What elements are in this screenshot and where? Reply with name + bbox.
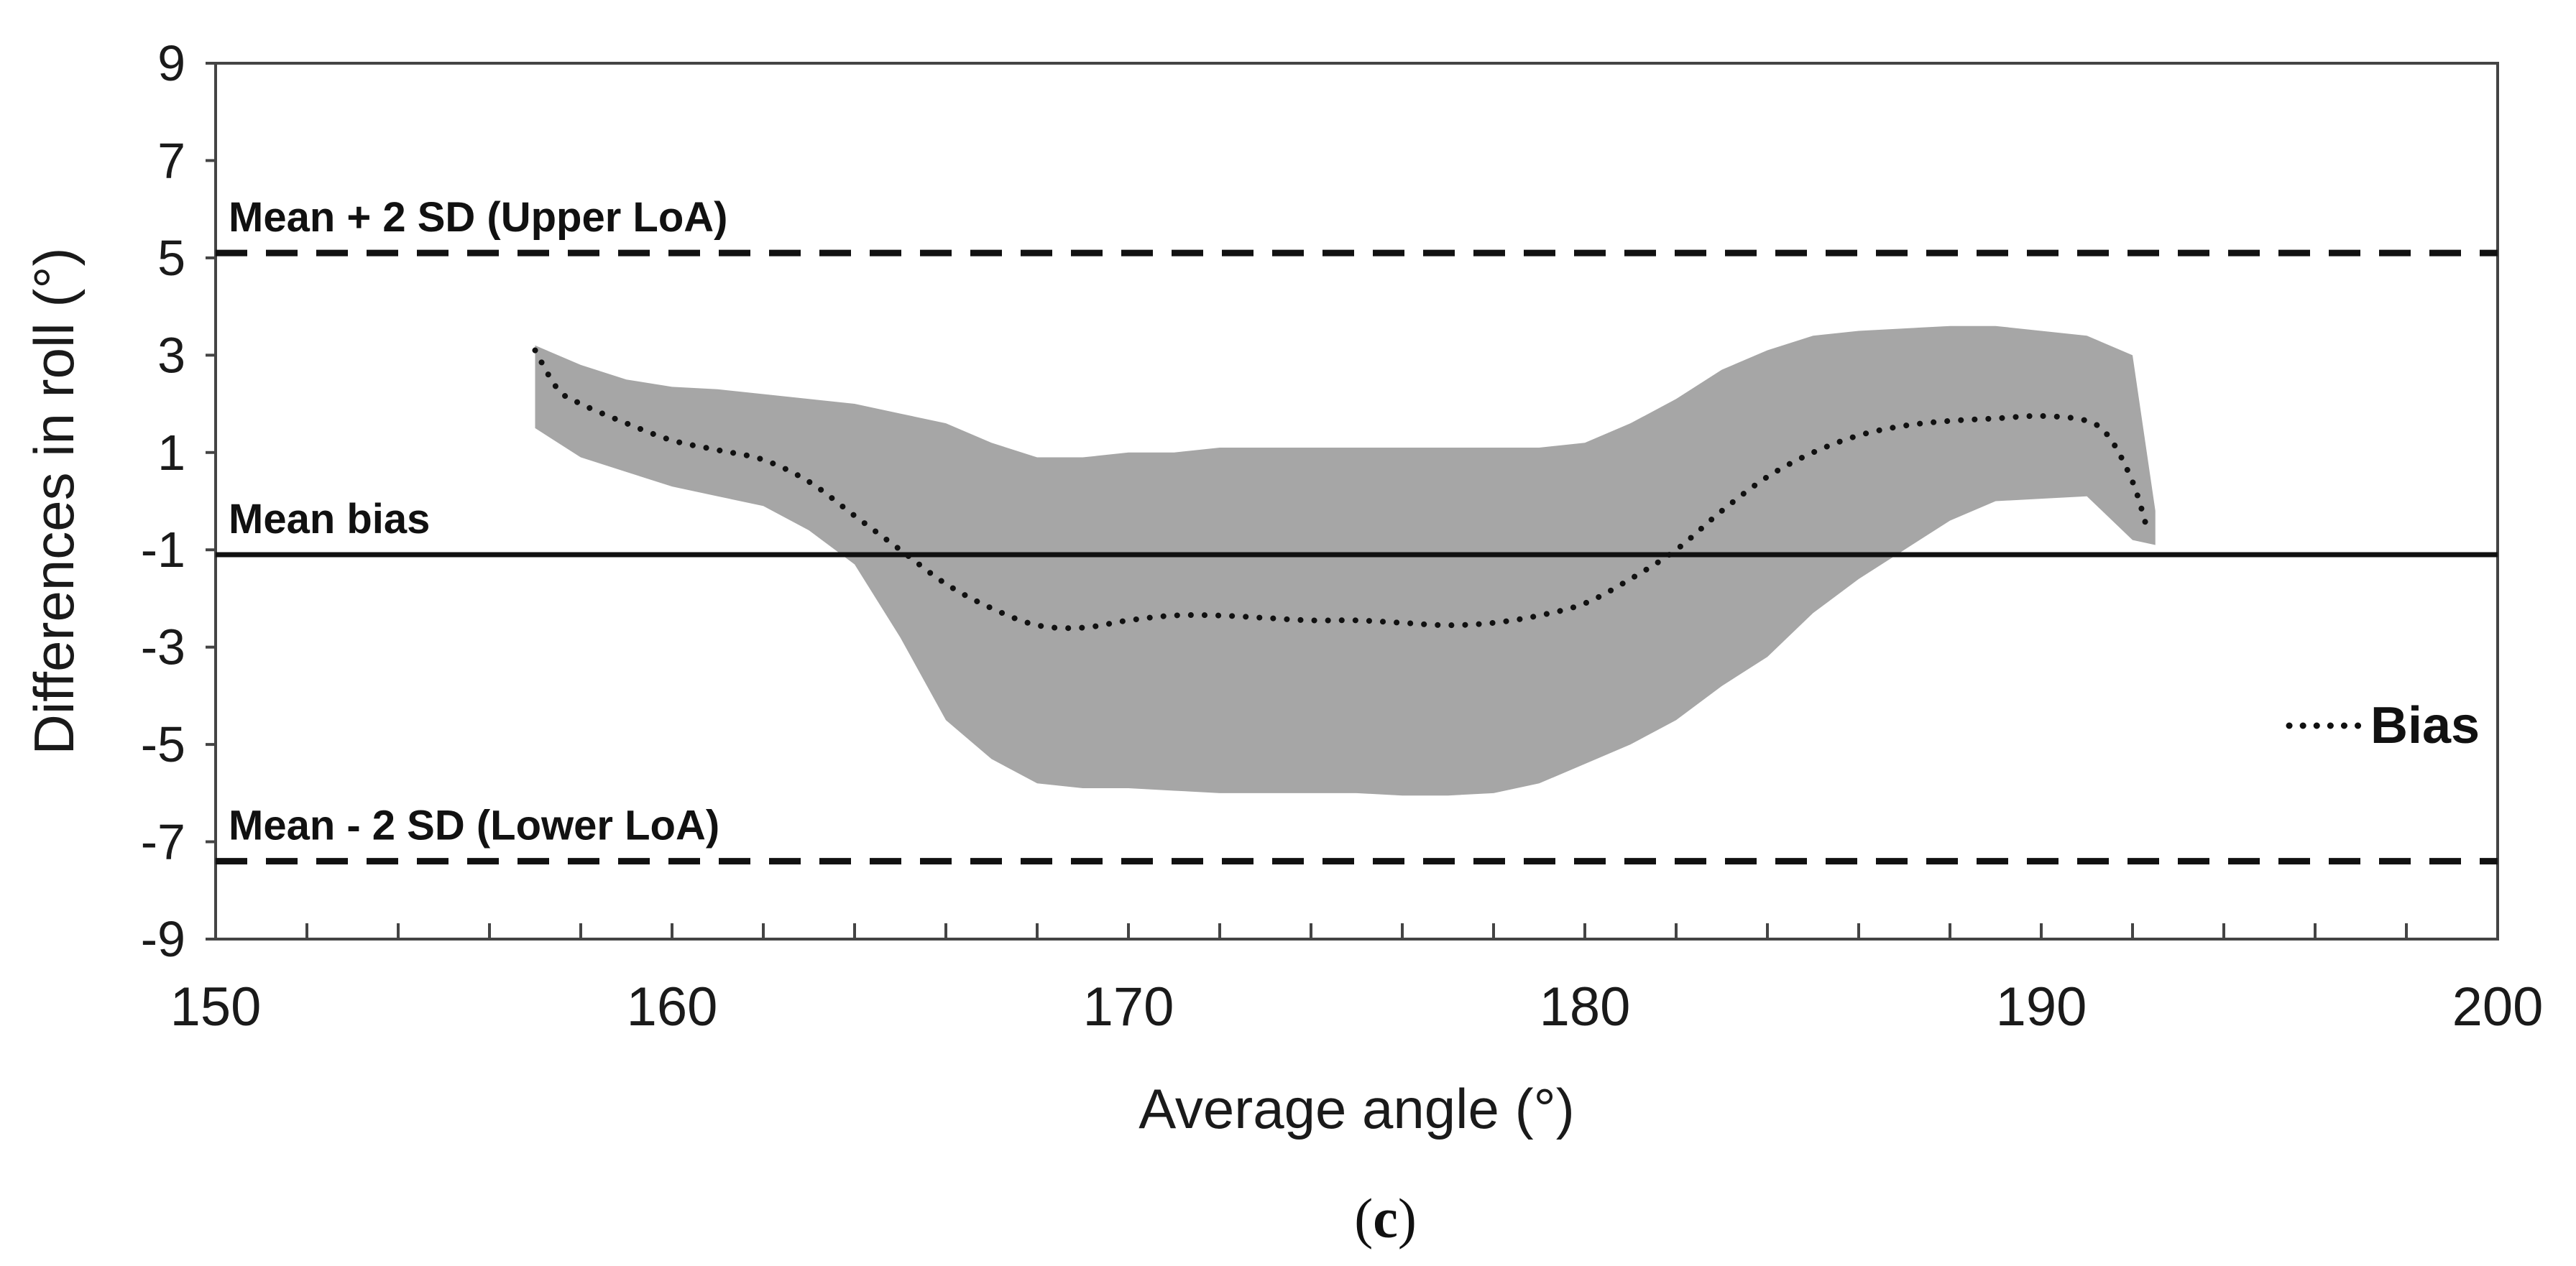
plot-area-frame xyxy=(214,62,2499,941)
y-tick-label: 7 xyxy=(157,132,185,188)
figure-caption: (c) xyxy=(1354,1187,1417,1249)
y-tick-label: 9 xyxy=(157,35,185,91)
lower-loa-label: Mean - 2 SD (Lower LoA) xyxy=(229,803,719,849)
upper-loa-label: Mean + 2 SD (Upper LoA) xyxy=(229,194,727,241)
y-tick-label: -3 xyxy=(141,619,185,675)
bias-series-line xyxy=(532,347,2150,632)
confidence-band xyxy=(535,325,2156,796)
caption-letter: c xyxy=(1373,1187,1398,1249)
legend-bias-label: Bias xyxy=(2370,697,2480,754)
caption-close: ) xyxy=(1398,1187,1417,1249)
y-tick-label: 3 xyxy=(157,327,185,383)
legend: Bias xyxy=(2286,697,2480,754)
y-tick-label: 1 xyxy=(157,425,185,481)
y-tick-label: -1 xyxy=(141,522,185,578)
x-tick-label: 170 xyxy=(1083,976,1174,1038)
y-axis-title: Differences in roll (°) xyxy=(22,248,86,755)
y-tick-label: -9 xyxy=(141,911,185,967)
y-tick-label: 5 xyxy=(157,230,185,286)
x-axis-title: Average angle (°) xyxy=(1138,1077,1574,1140)
x-tick-label: 160 xyxy=(627,976,718,1038)
x-tick-label: 150 xyxy=(170,976,262,1038)
caption-open: ( xyxy=(1354,1187,1373,1249)
y-axis-ticks: 9 7 5 3 1 -1 -3 -5 -7 -9 xyxy=(141,35,216,967)
x-tick-label: 180 xyxy=(1540,976,1631,1038)
x-tick-label: 200 xyxy=(2452,976,2544,1038)
x-axis-ticks: 150 160 170 180 190 200 xyxy=(170,923,2544,1038)
y-tick-label: -5 xyxy=(141,716,185,772)
y-tick-label: -7 xyxy=(141,814,185,870)
x-tick-label: 190 xyxy=(1996,976,2087,1038)
mean-bias-label: Mean bias xyxy=(229,496,430,542)
